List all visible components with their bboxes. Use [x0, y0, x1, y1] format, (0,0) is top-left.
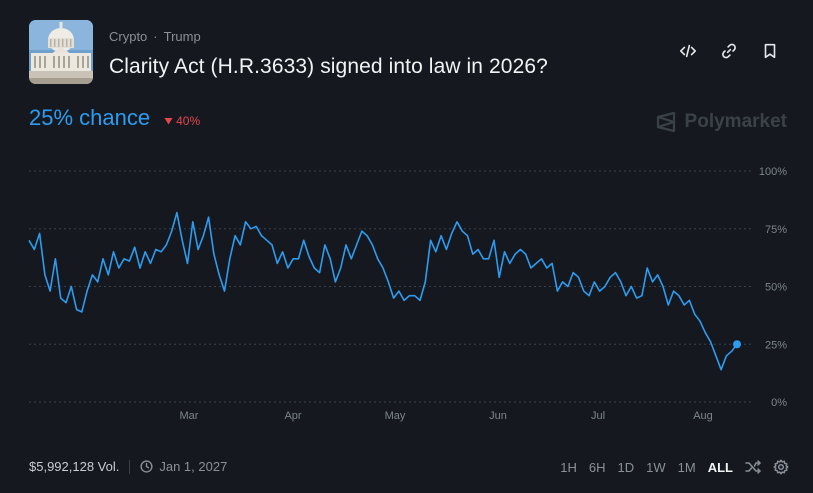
chance-display: 25% chance 40% — [29, 105, 200, 131]
chance-value: 25% chance — [29, 105, 151, 130]
y-tick-label: 25% — [765, 339, 787, 351]
range-6h[interactable]: 6H — [588, 459, 606, 475]
embed-icon — [679, 44, 696, 57]
current-price-dot — [733, 340, 741, 349]
range-1w[interactable]: 1W — [646, 459, 666, 475]
embed-button[interactable] — [678, 41, 697, 60]
market-footer: $5,992,128 Vol. Jan 1, 2027 — [29, 459, 227, 474]
down-triangle-icon — [164, 118, 173, 125]
end-date: Jan 1, 2027 — [140, 459, 227, 474]
x-tick-label: Aug — [693, 410, 713, 422]
brand-watermark: Polymarket — [655, 111, 787, 133]
y-tick-label: 50% — [765, 282, 787, 294]
y-tick-label: 0% — [771, 397, 787, 409]
x-tick-label: Mar — [180, 410, 199, 422]
volume: $5,992,128 Vol. — [29, 459, 120, 474]
chart-grid — [29, 170, 752, 403]
bookmark-icon — [764, 43, 775, 58]
price-chart[interactable]: 100% 75% 50% 25% 0% Mar Apr May Jun Jul Aug — [0, 155, 813, 425]
market-actions — [678, 41, 779, 60]
x-tick-label: May — [385, 410, 406, 422]
footer-divider — [129, 459, 131, 474]
link-icon — [721, 43, 736, 58]
market-title: Clarity Act (H.R.3633) signed into law i… — [109, 55, 548, 78]
capitol-building-image — [29, 20, 93, 84]
breadcrumb-separator: · — [153, 29, 158, 44]
breadcrumb-trump[interactable]: Trump — [163, 29, 201, 44]
x-tick-label: Jul — [591, 410, 605, 422]
range-all[interactable]: ALL — [707, 459, 733, 475]
settings-button[interactable] — [773, 459, 789, 475]
brand-name: Polymarket — [684, 111, 787, 132]
polymarket-logo-icon — [656, 111, 675, 133]
bookmark-button[interactable] — [760, 41, 779, 60]
x-axis-labels: Mar Apr May Jun Jul Aug — [180, 410, 713, 422]
breadcrumb: Crypto · Trump — [109, 29, 201, 44]
x-tick-label: Jun — [489, 410, 507, 422]
y-axis-labels: 100% 75% 50% 25% 0% — [759, 166, 787, 409]
time-range-selector: 1H 6H 1D 1W 1M ALL — [560, 459, 789, 475]
clock-icon — [140, 460, 153, 473]
y-tick-label: 75% — [765, 224, 787, 236]
y-tick-label: 100% — [759, 166, 787, 178]
end-date-value: Jan 1, 2027 — [159, 459, 228, 474]
market-thumbnail — [29, 20, 93, 84]
range-1m[interactable]: 1M — [677, 459, 696, 475]
copy-link-button[interactable] — [719, 41, 738, 60]
range-1d[interactable]: 1D — [617, 459, 635, 475]
chance-change: 40% — [164, 114, 200, 128]
range-1h[interactable]: 1H — [560, 459, 577, 475]
price-line — [28, 211, 738, 371]
settings-icon — [773, 459, 789, 475]
x-tick-label: Apr — [284, 410, 301, 422]
shuffle-icon — [745, 460, 761, 474]
chance-change-value: 40% — [176, 114, 201, 128]
shuffle-button[interactable] — [745, 459, 761, 475]
breadcrumb-crypto[interactable]: Crypto — [109, 29, 148, 44]
